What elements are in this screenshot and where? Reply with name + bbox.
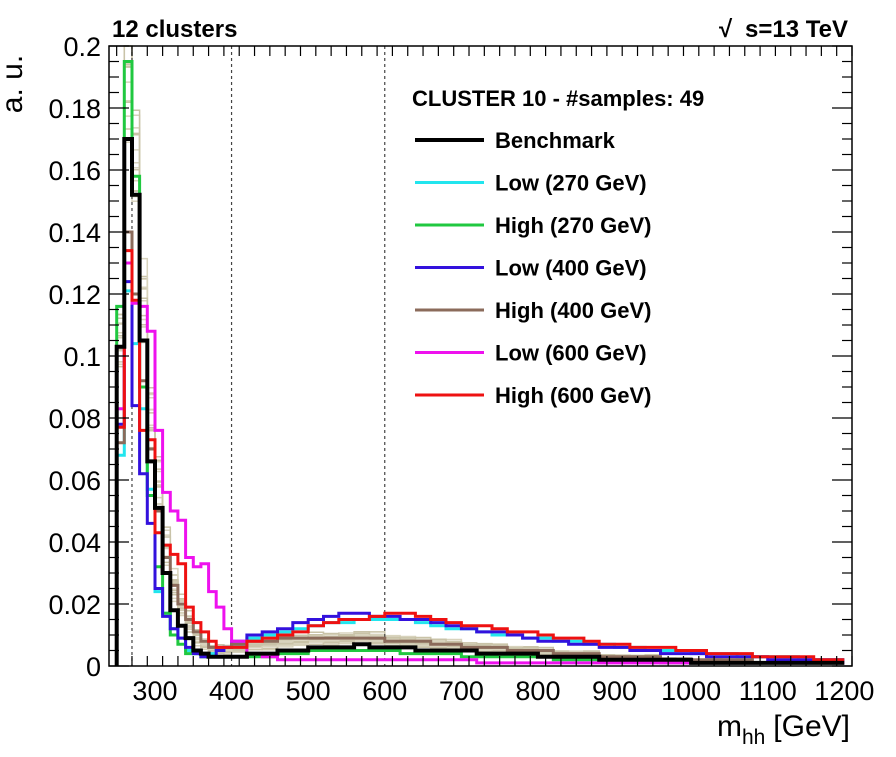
- x-tick-label: 1100: [739, 676, 797, 706]
- series-benchmark: [114, 137, 845, 666]
- legend-label: High (600 GeV): [495, 383, 651, 408]
- legend-label: High (400 GeV): [495, 298, 651, 323]
- x-tick-label: 1200: [814, 676, 874, 706]
- legend-entries: Benchmark Low (270 GeV) High (270 GeV) Low …: [415, 128, 651, 408]
- x-tick-label: 800: [515, 676, 560, 706]
- y-tick-label: 0.12: [48, 280, 101, 310]
- legend-label: High (270 GeV): [495, 213, 651, 238]
- legend-label: Low (270 GeV): [495, 171, 647, 196]
- x-axis-label: mhh [GeV]: [717, 710, 850, 749]
- y-tick-label: 0.02: [48, 590, 101, 620]
- y-tick-label: 0.1: [63, 342, 101, 372]
- energy-label: s=13 TeV: [745, 16, 848, 43]
- y-tick-label: 0.2: [63, 32, 101, 62]
- y-tick-label: 0.16: [48, 156, 101, 186]
- x-tick-label: 900: [592, 676, 637, 706]
- x-tick-labels: 300 400 500 600 700 800 900 1000 1100 1200: [132, 676, 874, 706]
- legend-label: Benchmark: [495, 128, 616, 153]
- y-axis-label: a. u.: [0, 55, 29, 113]
- x-tick-label: 600: [362, 676, 407, 706]
- y-tick-label: 0.06: [48, 466, 101, 496]
- x-axis-label-main: m: [717, 710, 742, 743]
- x-tick-label: 300: [132, 676, 177, 706]
- legend-label: Low (600 GeV): [495, 341, 647, 366]
- legend-title: CLUSTER 10 - #samples: 49: [412, 86, 704, 111]
- x-tick-label: 1000: [661, 676, 721, 706]
- x-tick-label: 500: [286, 676, 331, 706]
- series-histograms: [114, 60, 845, 666]
- x-tick-label: 700: [439, 676, 484, 706]
- series-high-600-gev: [115, 249, 845, 666]
- axis-ticks: [109, 45, 853, 667]
- y-tick-label: 0.04: [48, 528, 101, 558]
- legend-label: Low (400 GeV): [495, 256, 647, 281]
- legend: CLUSTER 10 - #samples: 49 Benchmark Low (…: [412, 86, 704, 408]
- y-tick-labels: 0 0.02 0.04 0.06 0.08 0.1 0.12 0.14 0.16 0.18 0.2: [48, 32, 101, 682]
- x-axis-label-unit: [GeV]: [773, 710, 850, 743]
- y-tick-label: 0.18: [48, 94, 101, 124]
- y-tick-label: 0.14: [48, 218, 101, 248]
- energy-root-symbol: √: [719, 16, 733, 43]
- y-tick-label: 0.08: [48, 404, 101, 434]
- x-tick-label: 400: [209, 676, 254, 706]
- x-axis-label-sub: hh: [742, 726, 765, 749]
- series-low-400-gev: [115, 280, 845, 666]
- y-tick-label: 0: [86, 652, 101, 682]
- chart-title: 12 clusters: [112, 16, 237, 43]
